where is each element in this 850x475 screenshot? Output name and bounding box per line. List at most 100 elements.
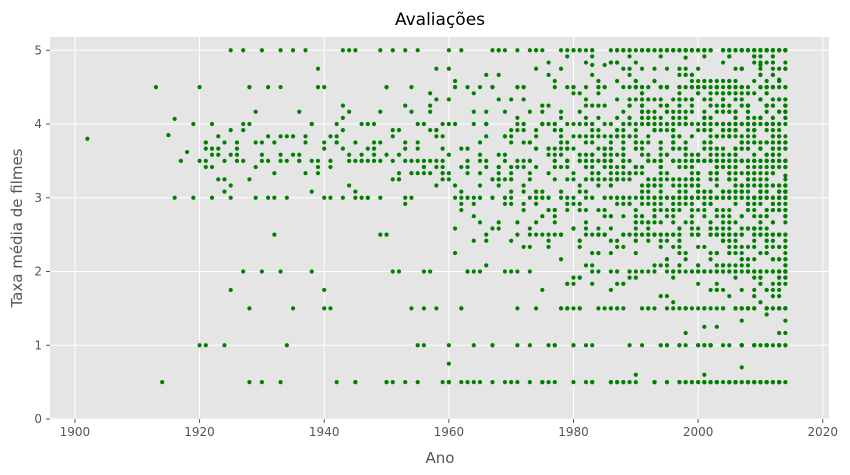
- data-point: [241, 128, 246, 133]
- data-point: [384, 232, 389, 237]
- data-point: [658, 128, 663, 133]
- data-point: [727, 78, 732, 84]
- data-point: [197, 343, 202, 348]
- data-point: [627, 177, 632, 182]
- data-point: [752, 183, 757, 188]
- data-point: [583, 380, 589, 385]
- data-point: [671, 232, 676, 237]
- data-point: [708, 269, 713, 274]
- data-point: [739, 257, 744, 262]
- data-point: [764, 269, 769, 274]
- data-point: [353, 189, 358, 194]
- data-point: [608, 171, 613, 176]
- data-point: [777, 380, 782, 385]
- grid-lines: [50, 37, 829, 420]
- data-point: [490, 177, 495, 182]
- data-point: [714, 214, 719, 219]
- data-point: [471, 109, 476, 114]
- data-point: [720, 306, 726, 311]
- data-point: [534, 195, 539, 200]
- data-point: [689, 85, 695, 90]
- data-point: [596, 115, 601, 120]
- data-point: [378, 195, 383, 200]
- data-point: [565, 195, 570, 200]
- data-point: [359, 158, 364, 163]
- data-point: [583, 60, 589, 65]
- data-point: [334, 140, 339, 145]
- data-point: [621, 380, 626, 385]
- data-point: [590, 263, 595, 268]
- data-point: [677, 158, 682, 163]
- data-point: [278, 269, 283, 274]
- data-point: [770, 220, 776, 225]
- data-point: [770, 72, 776, 77]
- data-point: [752, 207, 757, 213]
- data-point: [521, 189, 526, 194]
- data-point: [621, 281, 626, 286]
- data-point: [658, 183, 663, 188]
- data-point: [683, 183, 688, 188]
- data-point: [496, 48, 501, 53]
- data-point: [777, 158, 782, 163]
- data-point: [658, 189, 663, 194]
- data-point: [384, 152, 389, 157]
- data-point: [471, 214, 476, 219]
- data-point: [197, 85, 202, 90]
- data-point: [284, 158, 289, 163]
- data-point: [565, 54, 570, 59]
- data-point: [696, 183, 701, 188]
- data-point: [540, 195, 545, 200]
- data-point: [714, 380, 719, 385]
- data-point: [739, 244, 744, 250]
- data-point: [702, 146, 707, 151]
- data-point: [720, 121, 726, 127]
- data-point: [727, 226, 732, 231]
- data-point: [465, 269, 470, 274]
- data-point: [777, 244, 782, 250]
- data-point: [396, 152, 402, 157]
- data-point: [322, 146, 327, 151]
- data-point: [646, 306, 651, 311]
- data-point: [720, 269, 726, 274]
- data-point: [745, 189, 751, 194]
- data-point: [365, 195, 370, 200]
- data-point: [720, 238, 726, 243]
- data-point: [459, 207, 464, 213]
- data-point: [490, 343, 495, 348]
- data-point: [228, 183, 233, 188]
- data-point: [627, 97, 632, 102]
- data-point: [571, 91, 576, 96]
- data-point: [671, 48, 676, 53]
- data-point: [777, 146, 782, 151]
- data-point: [702, 78, 707, 84]
- data-point: [639, 195, 645, 200]
- data-point: [652, 269, 657, 274]
- data-point: [689, 220, 695, 225]
- data-point: [677, 201, 682, 207]
- data-point: [621, 146, 626, 151]
- data-point: [521, 158, 526, 163]
- data-point: [720, 85, 726, 90]
- data-point: [471, 195, 476, 200]
- data-point: [633, 220, 638, 225]
- data-point: [758, 146, 763, 151]
- data-point: [671, 158, 676, 163]
- data-point: [633, 275, 638, 280]
- data-point: [615, 177, 620, 182]
- data-point: [764, 189, 769, 194]
- data-point: [714, 226, 719, 231]
- data-point: [658, 54, 663, 59]
- data-point: [577, 48, 582, 53]
- data-point: [608, 238, 613, 243]
- data-point: [409, 85, 414, 90]
- data-point: [658, 115, 663, 120]
- data-point: [664, 103, 670, 108]
- data-point: [590, 152, 595, 157]
- data-point: [434, 183, 439, 188]
- data-point: [241, 121, 246, 127]
- data-point: [534, 66, 539, 71]
- data-point: [434, 164, 439, 170]
- data-point: [583, 140, 589, 145]
- data-point: [714, 177, 719, 182]
- data-point: [216, 134, 221, 139]
